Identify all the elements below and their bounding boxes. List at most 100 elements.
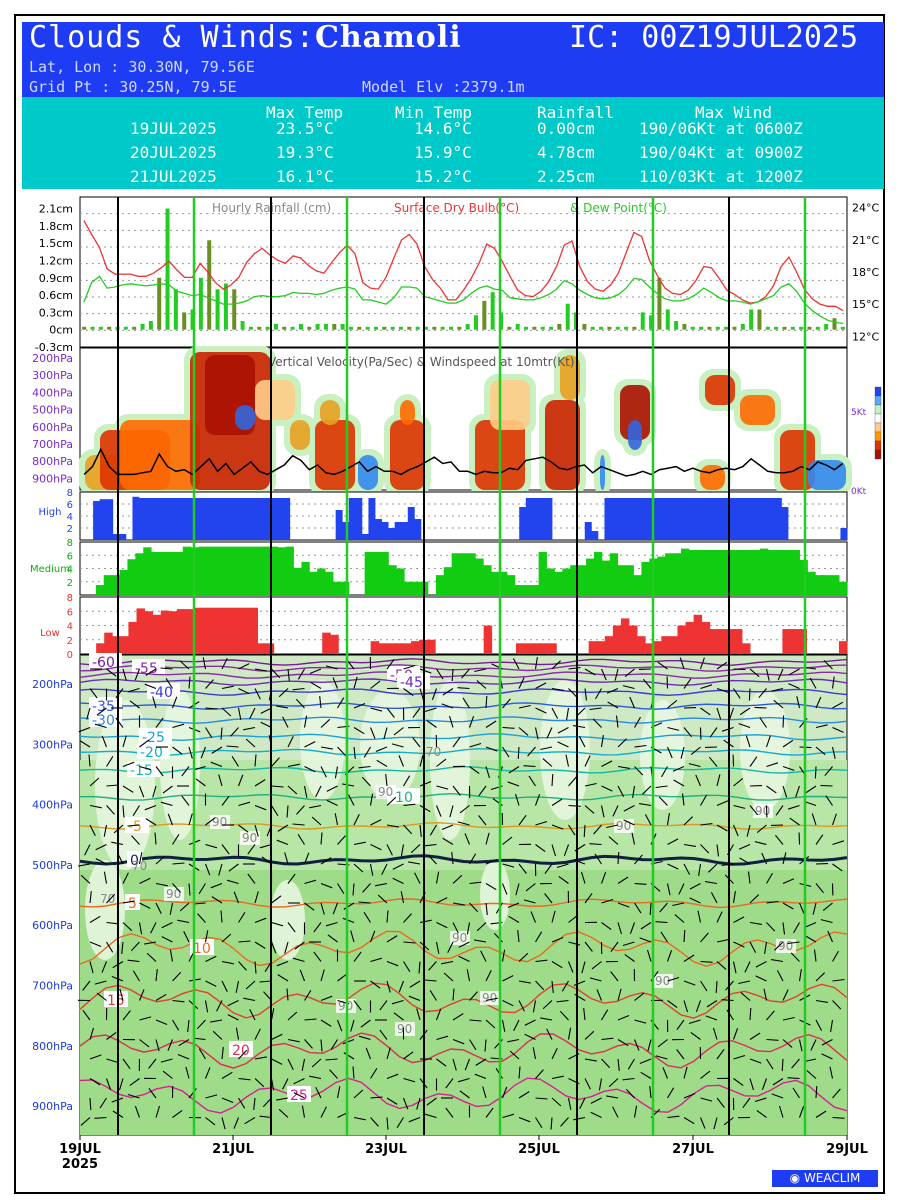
wind-barb [197, 913, 206, 923]
wind-barb [601, 898, 614, 904]
wind-barb [766, 785, 777, 794]
wind-barb [419, 668, 432, 674]
wind-barb [478, 815, 487, 826]
cloud-bar [95, 585, 105, 595]
wind-barb [600, 668, 607, 681]
cloud-bar [519, 507, 527, 540]
cloud-bar [733, 629, 743, 654]
cloud-bar [744, 549, 753, 595]
wind-barb [639, 1058, 652, 1065]
wind-barb [634, 992, 645, 1001]
colorbar-swatch [874, 422, 882, 433]
rh-label-bg [395, 1022, 415, 1036]
wind-barb [155, 855, 166, 865]
cloud-bar [586, 558, 595, 595]
wind-barb [396, 1117, 404, 1128]
wind-barb [634, 766, 644, 776]
wind-barb [689, 883, 701, 890]
wind-barb [674, 914, 685, 923]
wind-barb [320, 882, 333, 889]
header-max-wind: Max Wind [695, 103, 773, 122]
cloud-bar [767, 549, 777, 595]
wind-barb [700, 844, 710, 854]
wind-barb [353, 676, 358, 689]
wind-barb [403, 1077, 416, 1083]
cloud-bar [348, 498, 356, 540]
cloud-bar [159, 551, 168, 595]
wind-barb [82, 1009, 91, 1021]
wind-barb [196, 1019, 206, 1030]
rain-bar [607, 326, 612, 330]
wind-barb [127, 959, 140, 963]
wind-barb [798, 902, 805, 915]
date-tick-label: 19JUL [59, 1142, 101, 1157]
wind-barb [276, 705, 289, 709]
wind-barb [155, 717, 164, 728]
wind-barb [172, 1109, 183, 1118]
velocity-cell [740, 395, 775, 425]
rain-bar [407, 326, 412, 330]
cloud-bar [839, 581, 848, 595]
wind-barb [243, 997, 256, 1002]
wind-barb [667, 1000, 678, 1009]
cloud-bar [380, 551, 389, 595]
wind-barb [286, 988, 289, 1001]
wind-barb [276, 839, 289, 846]
wind-barb [254, 668, 267, 672]
wind-barb [567, 1027, 572, 1040]
wind-barb [732, 891, 736, 904]
wind-barb [787, 1077, 800, 1080]
rh-label: 90 [378, 785, 393, 799]
rain-bar [157, 277, 162, 330]
wind-barb [337, 835, 346, 845]
wind-barb [535, 959, 548, 963]
cloud-bar [696, 549, 706, 595]
cloud-bar [128, 621, 137, 654]
rh-label-bg [776, 939, 796, 953]
wind-barb [353, 1089, 364, 1099]
rain-bar [207, 240, 212, 330]
wind-barb [138, 852, 143, 865]
isotherm-label: -20 [140, 745, 163, 761]
wind-barb [755, 975, 767, 982]
wind-barb [271, 668, 281, 679]
drybulb-title: Surface Dry Bulb(°C) [394, 201, 519, 215]
velocity-cell [315, 420, 355, 490]
wind-barb [106, 784, 119, 787]
wind-barb [106, 1058, 119, 1064]
cloud-bar [211, 498, 219, 540]
dry-bulb-line [83, 220, 844, 312]
outer-frame [14, 14, 885, 1194]
wind-barb [348, 794, 355, 806]
wind-barb [782, 739, 794, 748]
wind-barb [566, 707, 570, 720]
cloud-bar [301, 561, 310, 595]
wind-barb [122, 761, 135, 768]
wind-barb [127, 824, 140, 827]
rain-tick-label: 0.6cm [39, 289, 73, 302]
wind-barb [568, 824, 576, 836]
wind-barb [573, 725, 586, 729]
wind-barb [469, 766, 480, 775]
rh-label: 90 [778, 939, 793, 953]
wind-barb [419, 805, 431, 813]
header-max-temp: Max Temp [266, 103, 344, 122]
wind-barb [476, 922, 487, 932]
cloud-bar [728, 549, 737, 595]
cloud-bar [612, 625, 622, 654]
rh-label: 90 [212, 815, 227, 829]
wind-barb [89, 688, 98, 699]
pressure-tick-label: 400hPa [32, 799, 73, 812]
isotherm-label: 10 [193, 941, 211, 957]
cloud-bar [407, 507, 415, 540]
rain-bar [540, 326, 545, 330]
wind-barb [353, 813, 360, 826]
wind-barb [606, 824, 619, 829]
wind-barb [633, 1039, 640, 1051]
wind-barb [744, 961, 751, 973]
wind-barb [185, 1066, 190, 1079]
rain-bar [290, 326, 295, 330]
wind-barb [657, 661, 668, 670]
wind-barb [688, 763, 701, 768]
wind-barb [452, 922, 459, 934]
